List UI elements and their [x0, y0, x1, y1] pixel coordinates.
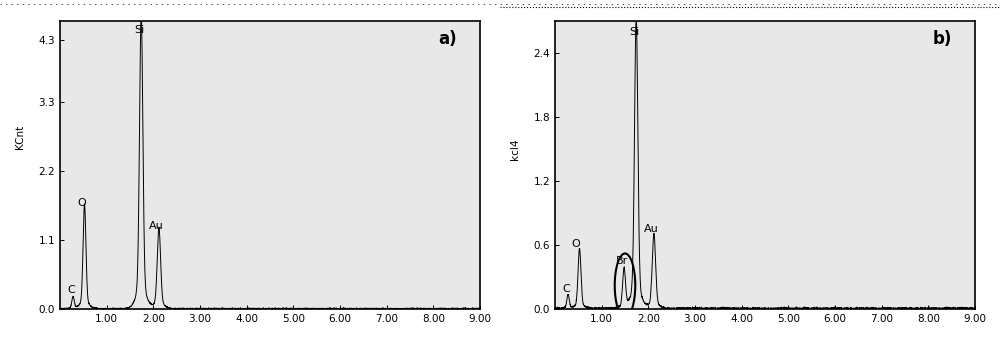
Text: kcl4: kcl4 [510, 138, 520, 160]
Text: C: C [562, 284, 570, 294]
Text: Si: Si [629, 27, 639, 37]
Text: O: O [571, 239, 580, 249]
Text: Au: Au [149, 221, 164, 231]
Text: Br: Br [616, 256, 628, 266]
Text: KCnt: KCnt [15, 125, 25, 149]
Text: C: C [68, 285, 76, 295]
Text: Au: Au [644, 224, 659, 234]
Text: Si: Si [134, 25, 144, 35]
Text: b): b) [933, 30, 952, 48]
Text: a): a) [438, 30, 457, 48]
Text: O: O [77, 198, 86, 207]
